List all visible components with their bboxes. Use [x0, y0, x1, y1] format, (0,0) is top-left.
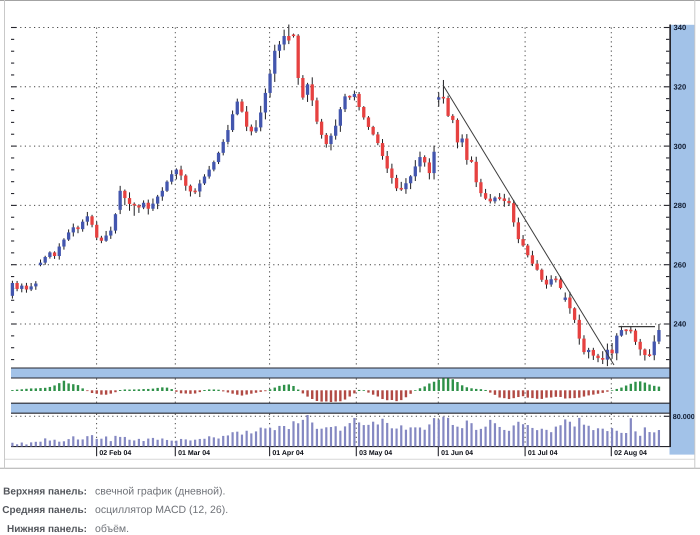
svg-text:340: 340: [674, 23, 687, 32]
svg-text:03 May 04: 03 May 04: [359, 450, 392, 457]
svg-text:02 Aug 04: 02 Aug 04: [614, 450, 647, 457]
svg-text:300: 300: [674, 142, 687, 151]
svg-text:Верхняя панель:: Верхняя панель:: [3, 487, 87, 498]
svg-text:02 Feb 04: 02 Feb 04: [99, 449, 131, 457]
svg-text:240: 240: [674, 320, 687, 329]
svg-text:320: 320: [674, 83, 687, 92]
svg-text:260: 260: [674, 260, 687, 269]
svg-text:01 Jun 04: 01 Jun 04: [441, 450, 473, 457]
svg-text:01 Jul 04: 01 Jul 04: [528, 449, 558, 457]
svg-text:Средняя панель:: Средняя панель:: [2, 505, 87, 516]
svg-text:осциллятор MACD (12, 26).: осциллятор MACD (12, 26).: [95, 504, 228, 516]
svg-text:свечной график (дневной).: свечной график (дневной).: [95, 486, 225, 498]
svg-text:01 Apr 04: 01 Apr 04: [272, 450, 303, 457]
svg-text:280: 280: [674, 201, 687, 210]
svg-text:Нижняя панель:: Нижняя панель:: [7, 524, 87, 535]
svg-text:01 Mar 04: 01 Mar 04: [178, 450, 210, 457]
svg-text:80.000: 80.000: [673, 412, 695, 421]
svg-text:объём.: объём.: [95, 523, 129, 535]
